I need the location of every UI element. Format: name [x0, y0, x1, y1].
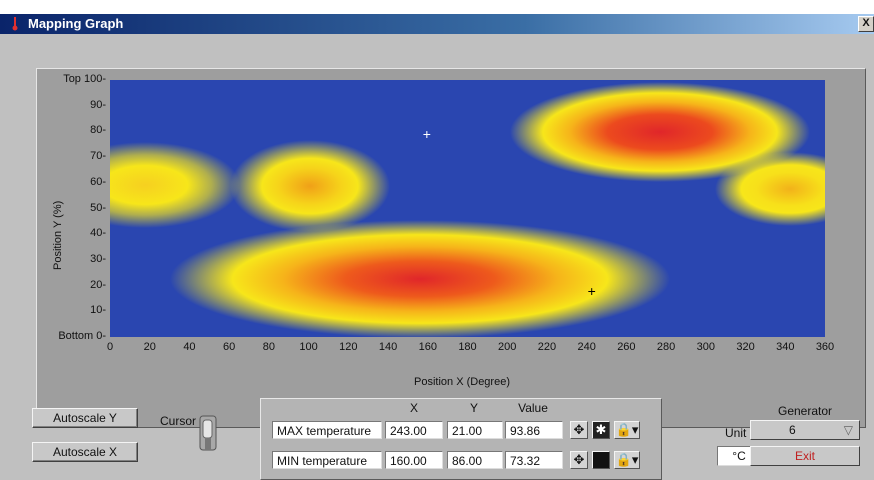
cursor-style-icon[interactable]	[592, 451, 610, 469]
cursor-crosshair-icon[interactable]: +	[587, 282, 596, 299]
x-tick-label: 80	[262, 341, 275, 353]
y-tick-label: 90-	[90, 98, 106, 111]
row-max-name: MAX temperature	[272, 421, 382, 439]
y-tick-label: Bottom 0-	[58, 330, 106, 342]
top-strip	[0, 0, 874, 14]
autoscale-x-button[interactable]: Autoscale X	[32, 442, 138, 462]
x-tick-label: 180	[458, 341, 477, 353]
row-max-x[interactable]: 243.00	[385, 421, 443, 439]
unit-label: Unit	[725, 426, 747, 440]
x-tick-label: 60	[223, 341, 236, 353]
lock-icon[interactable]: 🔒▾	[614, 451, 640, 469]
column-header-x: X	[409, 401, 418, 415]
hotspot-left	[110, 142, 240, 228]
x-tick-label: 140	[378, 341, 398, 353]
row-min-value: 73.32	[505, 451, 563, 469]
row-max-y[interactable]: 21.00	[447, 421, 503, 439]
move-cursor-icon[interactable]: ✥	[570, 451, 588, 469]
generator-select[interactable]: 6 ▽	[750, 420, 860, 440]
x-tick-label: 100	[299, 341, 318, 353]
y-tick-label: 30-	[90, 252, 106, 265]
close-button[interactable]: X	[858, 16, 874, 32]
y-tick-label: 70-	[90, 150, 106, 163]
y-tick-label: 20-	[90, 278, 106, 291]
y-axis-title: Position Y (%)	[52, 200, 64, 270]
x-tick-label: 340	[776, 341, 795, 353]
thermometer-icon	[12, 17, 18, 31]
x-tick-label: 320	[736, 341, 755, 353]
generator-label: Generator	[778, 404, 833, 418]
autoscale-y-button[interactable]: Autoscale Y	[32, 408, 138, 428]
column-header-value: Value	[518, 401, 548, 415]
y-tick-label: 10-	[90, 304, 106, 317]
hotspot-right	[715, 152, 825, 226]
x-tick-label: 160	[418, 341, 437, 353]
hotspot-mid-left	[230, 140, 390, 232]
x-axis-title: Position X (Degree)	[414, 376, 510, 388]
row-min-x[interactable]: 160.00	[385, 451, 443, 469]
dropdown-arrow-icon: ▽	[843, 423, 853, 437]
x-tick-label: 120	[339, 341, 358, 353]
x-tick-label: 200	[498, 341, 517, 353]
title-bar: Mapping Graph X	[0, 14, 874, 34]
window-title: Mapping Graph	[28, 16, 124, 31]
x-tick-label: 260	[617, 341, 636, 353]
y-tick-label: 80-	[90, 124, 106, 137]
x-tick-label: 360	[815, 341, 835, 353]
cursor-label: Cursor	[160, 414, 197, 428]
y-axis-ticks: Top 100- 90- 80- 70- 60- 50- 40- 30- 20- 10- Botto…	[30, 0, 106, 480]
row-min-name: MIN temperature	[272, 451, 382, 469]
x-tick-label: 240	[577, 341, 596, 353]
hotspot-bottom	[170, 220, 670, 337]
heatmap-plot[interactable]: + +	[110, 80, 825, 337]
x-tick-label: 280	[656, 341, 676, 353]
column-header-y: Y	[469, 401, 478, 415]
exit-button[interactable]: Exit	[750, 446, 860, 466]
row-max-value: 93.86	[505, 421, 563, 439]
y-tick-label: 60-	[90, 175, 106, 188]
x-tick-label: 0	[106, 341, 114, 353]
generator-value: 6	[789, 423, 796, 437]
x-tick-label: 20	[143, 341, 156, 353]
y-tick-label: 40-	[90, 227, 106, 240]
cursor-toggle[interactable]	[198, 414, 218, 452]
row-min-y[interactable]: 86.00	[447, 451, 503, 469]
y-tick-label: Top 100-	[63, 73, 106, 85]
x-tick-label: 300	[696, 341, 715, 353]
y-tick-label: 50-	[90, 201, 106, 214]
x-tick-label: 40	[183, 341, 196, 353]
move-cursor-icon[interactable]: ✥	[570, 421, 588, 439]
cursor-style-icon[interactable]: ✱	[592, 421, 610, 439]
cursor-crosshair-icon[interactable]: +	[422, 125, 431, 142]
lock-icon[interactable]: 🔒▾	[614, 421, 640, 439]
x-tick-label: 220	[537, 341, 557, 353]
